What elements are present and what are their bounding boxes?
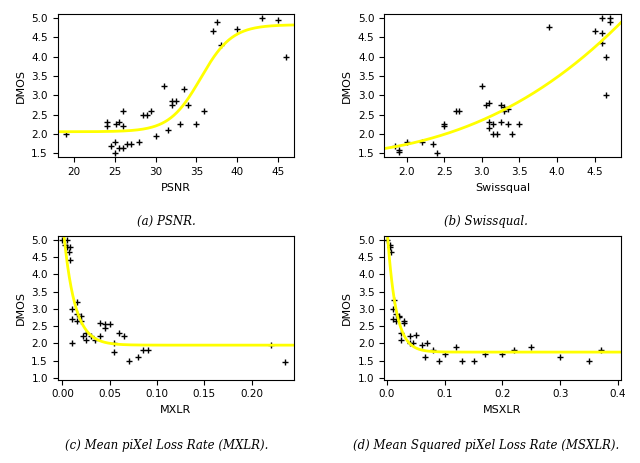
- Text: (d) Mean Squared piXel Loss Rate (MSXLR).: (d) Mean Squared piXel Loss Rate (MSXLR)…: [353, 439, 620, 452]
- Text: (a) PSNR.: (a) PSNR.: [137, 214, 196, 227]
- X-axis label: MXLR: MXLR: [160, 405, 191, 415]
- Y-axis label: DMOS: DMOS: [16, 69, 26, 103]
- Text: (c) Mean piXel Loss Rate (MXLR).: (c) Mean piXel Loss Rate (MXLR).: [65, 439, 268, 452]
- X-axis label: Swissqual: Swissqual: [475, 182, 530, 193]
- X-axis label: MSXLR: MSXLR: [483, 405, 522, 415]
- Y-axis label: DMOS: DMOS: [342, 291, 352, 325]
- Y-axis label: DMOS: DMOS: [342, 69, 352, 103]
- X-axis label: PSNR: PSNR: [161, 182, 191, 193]
- Text: (b) Swissqual.: (b) Swissqual.: [444, 214, 529, 227]
- Y-axis label: DMOS: DMOS: [16, 291, 26, 325]
